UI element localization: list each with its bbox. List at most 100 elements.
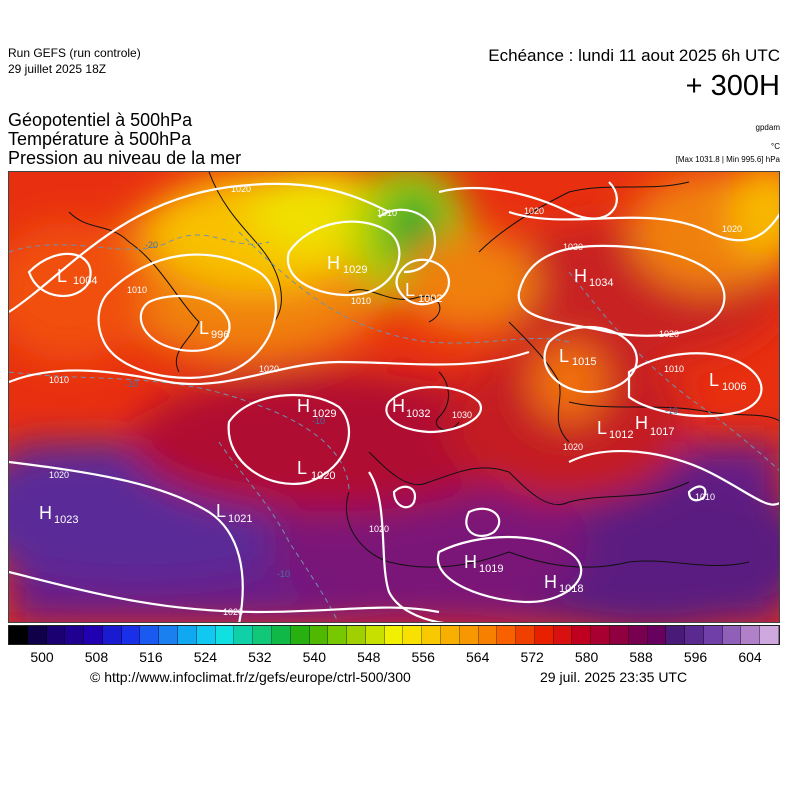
pressure-center-value: 1032 (406, 408, 430, 420)
color-scale-label: 604 (738, 649, 762, 665)
source-url: © http://www.infoclimat.fr/z/gefs/europe… (90, 669, 411, 685)
color-scale-label: 532 (248, 649, 272, 665)
isotherm-labels: -20 -10 -10 -10 -10 (125, 240, 678, 579)
pressure-center-type: H (297, 396, 310, 416)
isobar-label: 1020 (223, 607, 243, 617)
color-scale-swatch (459, 626, 479, 644)
isobar-label: 1020 (369, 524, 389, 534)
pressure-center-type: L (199, 318, 209, 338)
pressure-center-value: 1021 (228, 513, 252, 525)
color-scale-label: 500 (30, 649, 54, 665)
isotherm-label: -10 (277, 569, 290, 579)
isobar-label: 1020 (259, 364, 279, 374)
pressure-center-value: 1017 (650, 426, 674, 438)
run-title: Run GEFS (run controle) (8, 46, 141, 60)
pressure-center: L 996 (199, 318, 229, 341)
pressure-center: L 1015 (559, 346, 596, 368)
color-scale-swatch (384, 626, 404, 644)
isobar-label: 1020 (722, 224, 742, 234)
isotherm-label: -10 (125, 379, 138, 389)
isobar-label: 1020 (49, 470, 69, 480)
color-scale-swatch (703, 626, 723, 644)
color-scale-swatch (309, 626, 329, 644)
pressure-center-type: H (327, 253, 340, 273)
color-scale-swatch (647, 626, 667, 644)
field-title-geopotential: Géopotentiel à 500hPa (8, 110, 193, 130)
color-scale-bar (8, 625, 780, 645)
pressure-center: H 1029 (297, 396, 336, 420)
pressure-center-type: L (597, 418, 607, 438)
isobars (9, 181, 779, 622)
isobar-label: 1030 (563, 242, 583, 252)
isobar-label: 1020 (524, 206, 544, 216)
color-scale-swatch (440, 626, 460, 644)
unit-geopotential: gpdam (755, 123, 780, 132)
color-scale-swatch (84, 626, 103, 644)
color-scale-label: 524 (193, 649, 218, 665)
pressure-center-type: L (709, 370, 719, 390)
isotherm-label: -20 (145, 240, 158, 250)
pressure-center: H 1032 (392, 396, 430, 420)
color-scale-swatch (196, 626, 216, 644)
color-scale-swatch (347, 626, 366, 644)
pressure-center: L 1002 (405, 280, 442, 305)
pressure-center-value: 1034 (589, 277, 613, 289)
pressure-center-type: H (635, 413, 648, 433)
pressure-center-value: 1019 (479, 563, 503, 575)
color-scale-swatch (290, 626, 310, 644)
pressure-center: H 1018 (544, 572, 583, 595)
color-scale-swatch (610, 626, 629, 644)
pressure-center-value: 1002 (418, 293, 442, 305)
pressure-center: L 1020 (297, 458, 335, 482)
color-scale-swatch (140, 626, 160, 644)
color-scale-swatch (478, 626, 498, 644)
pressure-center: L 1021 (216, 501, 252, 525)
pressure-center-type: L (405, 280, 415, 300)
pressure-center-type: L (559, 346, 569, 366)
pressure-centers: L 1004 H 1029 L 1002 L 996 H 1034 L 1015 L 1006… (39, 253, 746, 595)
color-scale-swatch (9, 626, 28, 644)
color-scale-swatch (178, 626, 197, 644)
pressure-center-type: L (216, 501, 226, 521)
isotherm-label: -10 (312, 416, 325, 426)
color-scale-swatch (234, 626, 254, 644)
color-scale-swatch (534, 626, 554, 644)
isobar-label: 1030 (452, 410, 472, 420)
pressure-center-type: H (392, 396, 405, 416)
color-scale-swatch (46, 626, 66, 644)
pressure-center-type: L (297, 458, 307, 478)
pressure-center-value: 996 (211, 329, 229, 341)
isobar-label: 1010 (664, 364, 684, 374)
color-scale-label: 516 (139, 649, 163, 665)
color-scale-swatch (628, 626, 648, 644)
color-scale-swatch (741, 626, 761, 644)
color-scale-swatch (516, 626, 535, 644)
color-scale-swatch (253, 626, 272, 644)
pressure-center-value: 1004 (73, 275, 97, 287)
isotherms (9, 231, 779, 622)
pressure-center-type: L (57, 266, 67, 286)
pressure-center-type: H (39, 503, 52, 523)
isotherm-label: -10 (665, 406, 678, 416)
color-scale-label: 580 (574, 649, 599, 665)
color-scale-labels: 500 508 516 524 532 540 548 556 564 572 580 588 596 6… (8, 649, 780, 667)
color-scale-swatch (722, 626, 742, 644)
isobar-label: 1010 (351, 296, 371, 306)
field-title-temperature: Température à 500hPa (8, 129, 192, 149)
color-scale-label: 572 (520, 649, 544, 665)
isobar-label: 1020 (563, 442, 583, 452)
color-scale-swatch (403, 626, 423, 644)
pressure-center: L 1004 (57, 266, 97, 287)
color-scale-swatch (760, 626, 780, 644)
color-scale-swatch (591, 626, 610, 644)
color-scale-label: 508 (84, 649, 109, 665)
color-scale-swatch (422, 626, 441, 644)
pressure-center: L 1006 (709, 370, 746, 393)
color-scale-label: 540 (302, 649, 326, 665)
isobar-label: 1010 (377, 208, 397, 218)
color-scale-swatch (65, 626, 85, 644)
pressure-center: H 1034 (574, 266, 613, 289)
pressure-center-value: 1006 (722, 381, 746, 393)
color-scale-swatch (271, 626, 291, 644)
weather-map-canvas: L 1004 H 1029 L 1002 L 996 H 1034 L 1015 L 1006… (9, 172, 779, 622)
